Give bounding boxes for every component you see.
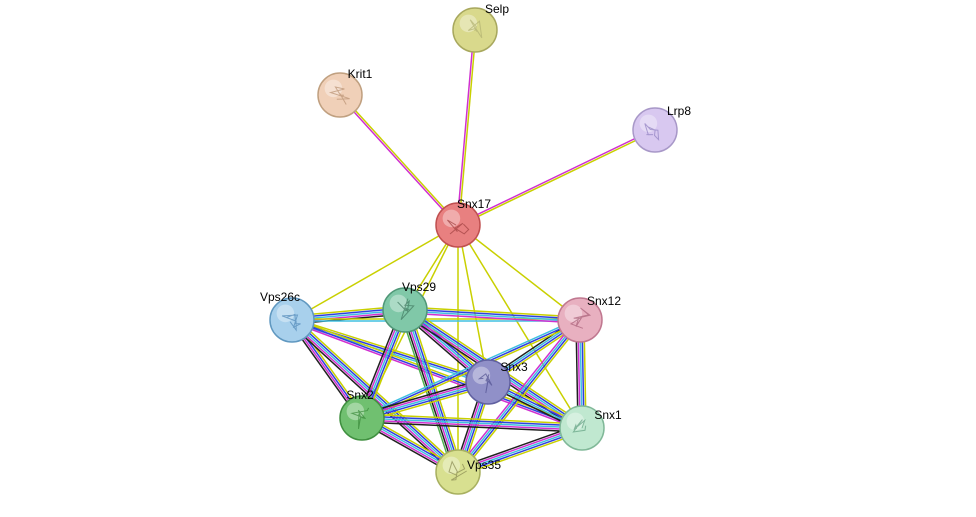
node-label-Snx2: Snx2 — [346, 388, 373, 402]
node-label-Snx12: Snx12 — [587, 294, 621, 308]
edges-layer — [0, 0, 976, 517]
edge-line — [459, 30, 476, 225]
edge-line — [292, 225, 458, 320]
edge-line — [341, 94, 459, 224]
edge-line — [458, 131, 655, 226]
node-label-Selp: Selp — [485, 2, 509, 16]
node-Vps29[interactable] — [383, 288, 427, 332]
node-Snx2[interactable] — [340, 396, 384, 440]
node-Vps35[interactable] — [436, 450, 480, 494]
node-label-Vps35: Vps35 — [467, 458, 501, 472]
node-label-Snx1: Snx1 — [594, 408, 621, 422]
node-label-Krit1: Krit1 — [348, 67, 373, 81]
network-canvas: Selp Krit1 Lrp8 Snx17 Vps26c Vps29 Snx12 Snx3 Sn… — [0, 0, 976, 517]
edge-line — [458, 225, 580, 320]
node-label-Snx3: Snx3 — [500, 360, 527, 374]
node-label-Vps29: Vps29 — [402, 280, 436, 294]
edge-line — [339, 96, 457, 226]
node-label-Vps26c: Vps26c — [260, 290, 300, 304]
node-label-Lrp8: Lrp8 — [667, 104, 691, 118]
node-Vps26c[interactable] — [270, 298, 314, 342]
node-label-Snx17: Snx17 — [457, 197, 491, 211]
edge-line — [457, 30, 474, 225]
